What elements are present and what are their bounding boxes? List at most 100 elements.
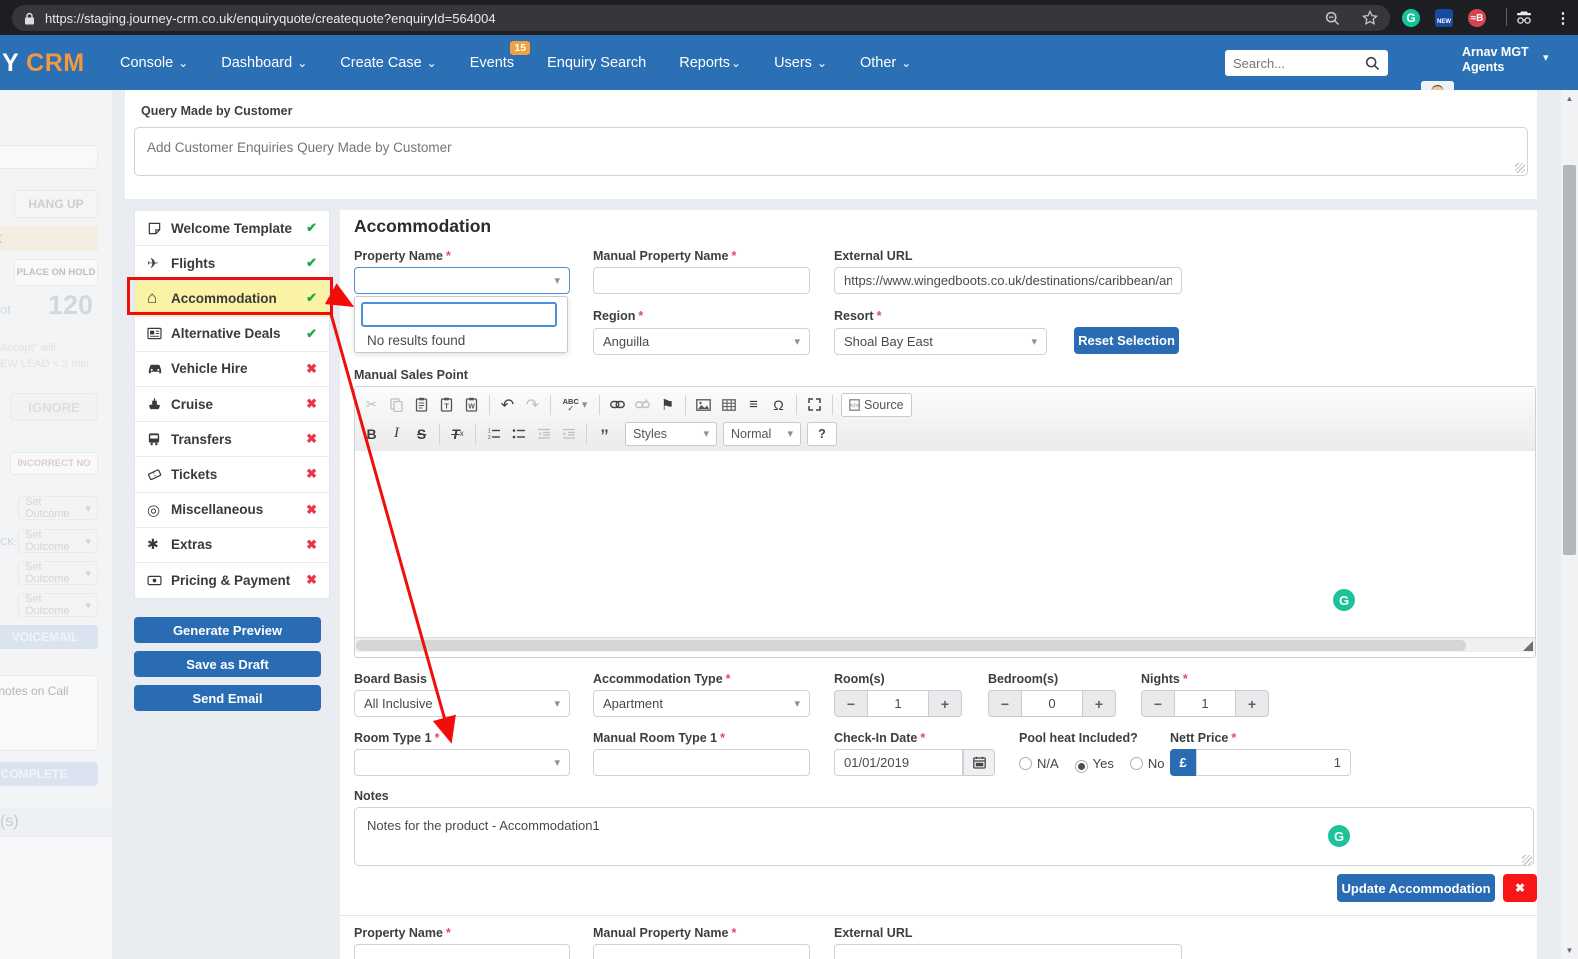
nav-events[interactable]: Events 15 [470, 40, 531, 71]
anchor-flag-icon[interactable]: ⚑ [660, 396, 675, 414]
rooms-value[interactable]: 1 [868, 690, 928, 717]
cut-icon[interactable]: ✂ [365, 396, 378, 412]
nav-reports[interactable]: Reports⌄ [679, 54, 742, 71]
plus-button[interactable]: + [1235, 690, 1269, 717]
redo-icon[interactable]: ↷ [525, 396, 540, 414]
room-type-select[interactable]: ▾ [354, 749, 570, 776]
editor-hscrollbar[interactable] [355, 637, 1535, 652]
query-textarea[interactable] [134, 127, 1528, 176]
product-nav-extras[interactable]: ✱ Extras ✖ [135, 527, 329, 563]
set-outcome-select[interactable]: Set Outcome ▾ [18, 496, 98, 520]
minus-button[interactable]: − [988, 690, 1022, 717]
indent-icon[interactable] [556, 422, 581, 446]
manual-property-name-input-2[interactable] [593, 944, 810, 959]
save-as-draft-button[interactable]: Save as Draft [134, 651, 321, 677]
product-nav-flights[interactable]: ✈ Flights ✔ [135, 246, 329, 282]
board-basis-select[interactable]: All Inclusive ▾ [354, 690, 570, 717]
zoom-icon[interactable] [1325, 11, 1340, 26]
paste-icon[interactable] [409, 393, 434, 417]
italic-button[interactable]: I [394, 425, 399, 441]
nights-value[interactable]: 1 [1175, 690, 1235, 717]
nav-dashboard[interactable]: Dashboard ⌄ [221, 54, 308, 71]
voicemail-button[interactable]: VOICEMAIL [0, 625, 98, 649]
grammarly-icon[interactable]: G [1328, 825, 1350, 847]
styles-select[interactable]: Styles ▾ [625, 421, 717, 446]
manual-room-type-input[interactable] [593, 749, 810, 776]
resize-grip[interactable] [1522, 855, 1532, 865]
new-extension-icon[interactable]: NEW [1433, 7, 1455, 29]
grammarly-extension-icon[interactable]: G [1400, 7, 1422, 29]
editor-hscroll-thumb[interactable] [356, 640, 1466, 651]
spell-check-icon[interactable]: ABC ✓ ▾ [562, 396, 588, 413]
product-nav-cruise[interactable]: Cruise ✖ [135, 386, 329, 423]
editor-resize-grip[interactable] [1523, 641, 1533, 651]
page-scrollbar[interactable]: ▲ ▼ [1561, 90, 1578, 959]
manual-property-name-input[interactable] [593, 267, 810, 294]
address-bar[interactable]: https://staging.journey-crm.co.uk/enquir… [12, 5, 1390, 31]
editor-help-button[interactable]: ? [807, 421, 837, 446]
browser-menu-icon[interactable]: ⋮ [1555, 10, 1571, 27]
app-logo[interactable]: Y CRM [2, 49, 85, 77]
blockquote-icon[interactable]: ” [600, 424, 609, 450]
minus-button[interactable]: − [1141, 690, 1175, 717]
table-icon[interactable] [716, 393, 741, 417]
product-nav-alternative-deals[interactable]: Alternative Deals ✔ [135, 316, 329, 352]
product-nav-accommodation[interactable]: ⌂ Accommodation ✔ [135, 281, 329, 317]
set-outcome-select[interactable]: Set Outcome ▾ [18, 529, 98, 553]
nav-console[interactable]: Console ⌄ [120, 54, 189, 71]
check-in-date-input[interactable] [834, 749, 963, 776]
plus-button[interactable]: + [1082, 690, 1116, 717]
place-on-hold-button[interactable]: PLACE ON HOLD [14, 259, 98, 286]
accommodation-type-select[interactable]: Apartment ▾ [593, 690, 810, 717]
bulleted-list-icon[interactable] [506, 422, 531, 446]
maximize-icon[interactable] [802, 393, 827, 417]
call-number-field[interactable] [0, 145, 98, 169]
complete-button[interactable]: COMPLETE [0, 762, 98, 786]
property-name-select[interactable]: ▾ [354, 267, 570, 294]
set-outcome-select[interactable]: Set Outcome ▾ [18, 561, 98, 585]
user-caret-icon[interactable]: ▾ [1543, 52, 1549, 64]
image-icon[interactable] [691, 393, 716, 417]
resort-select[interactable]: Shoal Bay East ▾ [834, 328, 1047, 355]
nett-price-input[interactable] [1196, 749, 1351, 776]
product-nav-tickets[interactable]: Tickets ✖ [135, 457, 329, 493]
incorrect-no-button[interactable]: INCORRECT NO [10, 452, 98, 475]
region-select[interactable]: Anguilla ▾ [593, 328, 810, 355]
nav-create-case[interactable]: Create Case ⌄ [340, 54, 437, 71]
scroll-up-icon[interactable]: ▲ [1565, 94, 1574, 103]
property-name-select-2[interactable] [354, 944, 570, 959]
bookmark-star-icon[interactable] [1362, 10, 1378, 26]
update-accommodation-button[interactable]: Update Accommodation [1337, 874, 1495, 902]
send-email-button[interactable]: Send Email [134, 685, 321, 711]
reset-selection-button[interactable]: Reset Selection [1074, 327, 1179, 354]
outdent-icon[interactable] [531, 422, 556, 446]
radio-no[interactable] [1129, 757, 1143, 770]
notes-textarea[interactable]: Notes for the product - Accommodation1 [354, 807, 1534, 866]
minus-button[interactable]: − [834, 690, 868, 717]
link-icon[interactable] [605, 393, 630, 417]
global-search-input[interactable] [1233, 55, 1365, 71]
editor-content[interactable]: G [355, 451, 1535, 637]
user-menu[interactable]: Arnav MGT Agents [1462, 45, 1529, 75]
calendar-button[interactable] [963, 749, 995, 776]
nav-other[interactable]: Other ⌄ [860, 54, 912, 71]
strikethrough-button[interactable]: S [416, 425, 427, 442]
plus-button[interactable]: + [928, 690, 962, 717]
scroll-down-icon[interactable]: ▼ [1565, 946, 1574, 955]
generate-preview-button[interactable]: Generate Preview [134, 617, 321, 643]
resize-grip[interactable] [1515, 163, 1525, 173]
product-nav-transfers[interactable]: Transfers ✖ [135, 422, 329, 458]
source-button[interactable]: </> Source [841, 392, 912, 417]
horizontal-rule-icon[interactable]: ≡ [749, 396, 758, 413]
nav-users[interactable]: Users ⌄ [774, 54, 827, 71]
scrollbar-thumb[interactable] [1563, 165, 1576, 555]
search-icon[interactable] [1365, 56, 1380, 71]
radio-na[interactable] [1019, 757, 1032, 770]
call-notes-textarea[interactable] [0, 675, 98, 751]
remove-product-button[interactable]: ✖ [1503, 874, 1537, 902]
set-outcome-select[interactable]: Set Outcome ▾ [18, 593, 98, 617]
external-url-input-2[interactable] [834, 944, 1182, 959]
copy-icon[interactable] [384, 393, 409, 417]
